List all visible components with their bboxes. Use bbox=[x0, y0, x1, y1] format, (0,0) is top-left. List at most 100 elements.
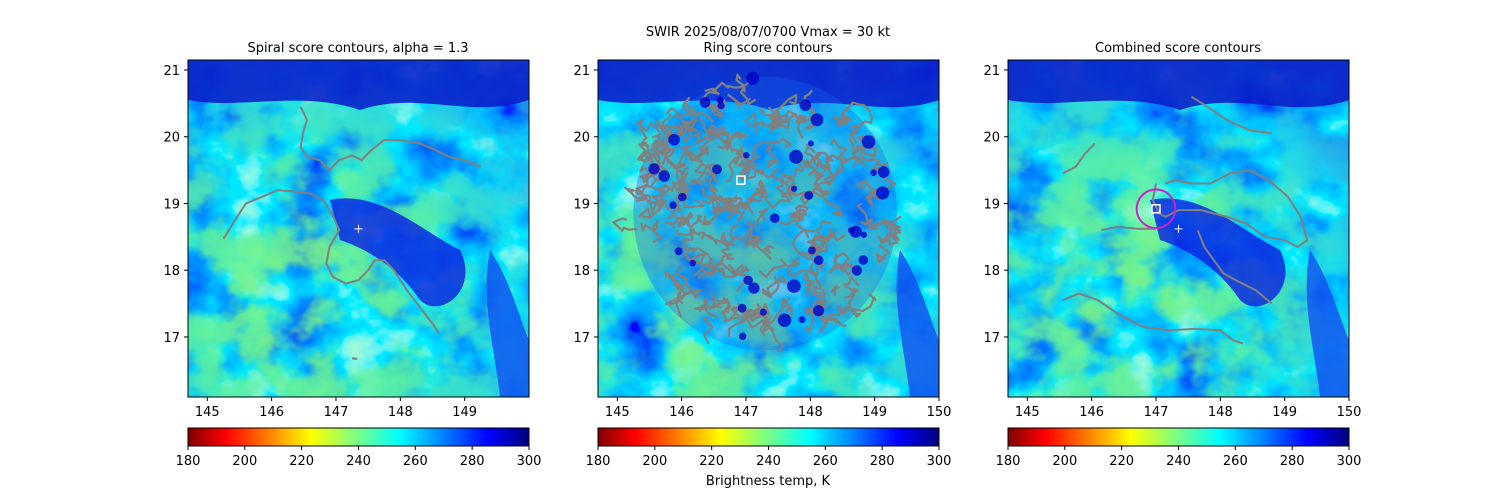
ring-contour bbox=[719, 244, 735, 266]
ring-contour bbox=[720, 232, 761, 247]
panel-ring-yaxis: 17 18 19 20 21 bbox=[573, 64, 598, 346]
ring-contour bbox=[676, 213, 693, 226]
best-center-box bbox=[736, 175, 746, 185]
ring-contour bbox=[849, 112, 873, 144]
ring-contour bbox=[777, 204, 809, 226]
xtick-label: 147 bbox=[1144, 405, 1169, 420]
ring-cold-cell bbox=[689, 259, 697, 267]
ring-cold-cell bbox=[798, 316, 806, 324]
ring-contour bbox=[832, 206, 844, 217]
ring-cold-cell bbox=[810, 113, 824, 127]
ring-contour bbox=[765, 137, 792, 149]
colorbar-1-ticks: 180 200 220 240 260 280 300 bbox=[176, 446, 541, 469]
colorbar-tick-label: 240 bbox=[346, 454, 371, 469]
best-center-box bbox=[1151, 204, 1161, 214]
ring-cold-cell bbox=[849, 225, 862, 238]
ring-contour bbox=[710, 294, 732, 324]
xtick-label: 145 bbox=[1015, 405, 1040, 420]
xtick-label: 146 bbox=[669, 405, 694, 420]
contour-line bbox=[1151, 169, 1309, 248]
ring-contour bbox=[830, 284, 841, 297]
ytick-label: 17 bbox=[573, 331, 590, 346]
ring-contour bbox=[788, 204, 808, 219]
xtick-label: 148 bbox=[388, 405, 413, 420]
ring-cold-cell bbox=[799, 99, 812, 111]
xtick-label: 147 bbox=[734, 405, 759, 420]
ring-cold-cell bbox=[804, 190, 814, 200]
xtick-label: 149 bbox=[1272, 405, 1297, 420]
ring-contour bbox=[767, 94, 798, 115]
ring-cold-cell bbox=[807, 140, 815, 147]
ring-contour bbox=[703, 196, 733, 225]
panel-spiral-frame bbox=[187, 59, 530, 398]
xtick-label: 149 bbox=[862, 405, 887, 420]
ring-contour bbox=[744, 221, 757, 248]
ring-cold-cell bbox=[648, 163, 660, 175]
colorbar-tick-label: 260 bbox=[813, 454, 838, 469]
ring-cold-cell bbox=[658, 170, 671, 182]
ring-contour bbox=[835, 137, 866, 176]
ytick-label: 19 bbox=[573, 197, 590, 212]
colorbar-tick-label: 280 bbox=[460, 454, 485, 469]
ring-contour bbox=[753, 207, 769, 227]
ring-contour bbox=[829, 138, 848, 161]
contour-line bbox=[1190, 95, 1272, 135]
ytick-label: 21 bbox=[983, 64, 1000, 79]
contour-line bbox=[1062, 142, 1096, 175]
ring-contour bbox=[810, 236, 825, 253]
ring-contour bbox=[877, 226, 901, 246]
panel-spiral-yaxis: 17 18 19 20 21 bbox=[163, 64, 188, 346]
colorbar-tick-label: 180 bbox=[176, 454, 201, 469]
ring-cold-cell bbox=[717, 101, 725, 110]
colorbar-tick-label: 240 bbox=[1166, 454, 1191, 469]
panel-combined: Combined score contours 145 146 147 148 149 1… bbox=[983, 41, 1361, 420]
xtick-label: 148 bbox=[798, 405, 823, 420]
ring-contour bbox=[681, 96, 693, 115]
ring-contour bbox=[675, 150, 704, 169]
panel-ring-frame bbox=[597, 59, 940, 398]
ring-contour bbox=[811, 228, 832, 253]
colorbar-3-gradient bbox=[1007, 427, 1350, 447]
ring-contour bbox=[678, 144, 693, 159]
contour-line bbox=[351, 357, 358, 360]
colorbar-tick-label: 260 bbox=[403, 454, 428, 469]
ring-contour bbox=[748, 180, 767, 202]
xtick-label: 150 bbox=[927, 405, 952, 420]
panel-ring-title: Ring score contours bbox=[703, 41, 832, 56]
panel-spiral-markers bbox=[354, 224, 363, 233]
panel-ring-xaxis: 145 146 147 148 149 150 bbox=[605, 397, 952, 420]
panel-combined-frame bbox=[1007, 59, 1350, 398]
ring-cold-cell bbox=[699, 97, 711, 108]
center-plus-marker bbox=[1174, 224, 1183, 233]
ring-contour bbox=[639, 219, 662, 244]
xtick-label: 146 bbox=[1079, 405, 1104, 420]
ring-contour bbox=[792, 269, 823, 294]
colorbar-1: 180 200 220 240 260 280 300 bbox=[176, 427, 541, 469]
panel-combined-title: Combined score contours bbox=[1095, 41, 1261, 56]
colorbar-tick-label: 180 bbox=[586, 454, 611, 469]
ring-contour bbox=[677, 273, 693, 300]
colorbar-tick-label: 260 bbox=[1223, 454, 1248, 469]
ring-cold-cell bbox=[813, 255, 824, 266]
ring-contour bbox=[746, 161, 785, 182]
ring-contour bbox=[697, 263, 714, 280]
colorbar-tick-label: 300 bbox=[927, 454, 952, 469]
ytick-label: 21 bbox=[573, 64, 590, 79]
ring-cold-cell bbox=[808, 246, 816, 255]
colorbar-tick-label: 220 bbox=[699, 454, 724, 469]
colorbar-3: 180 200 220 240 260 280 300 bbox=[996, 427, 1361, 469]
ytick-label: 18 bbox=[983, 264, 1000, 279]
ring-contour bbox=[804, 143, 820, 162]
contour-line bbox=[299, 106, 482, 172]
ring-cold-cell bbox=[813, 305, 825, 317]
ring-contour bbox=[806, 229, 846, 246]
xtick-label: 145 bbox=[195, 405, 220, 420]
colorbar-tick-label: 220 bbox=[289, 454, 314, 469]
ring-cold-cell bbox=[769, 213, 780, 224]
ring-cold-cell bbox=[748, 282, 760, 294]
panel-spiral-contours bbox=[222, 106, 482, 360]
ring-cold-cell bbox=[791, 185, 798, 192]
ring-contour bbox=[638, 141, 655, 163]
ring-contour bbox=[780, 182, 796, 199]
ring-contour bbox=[794, 219, 832, 233]
